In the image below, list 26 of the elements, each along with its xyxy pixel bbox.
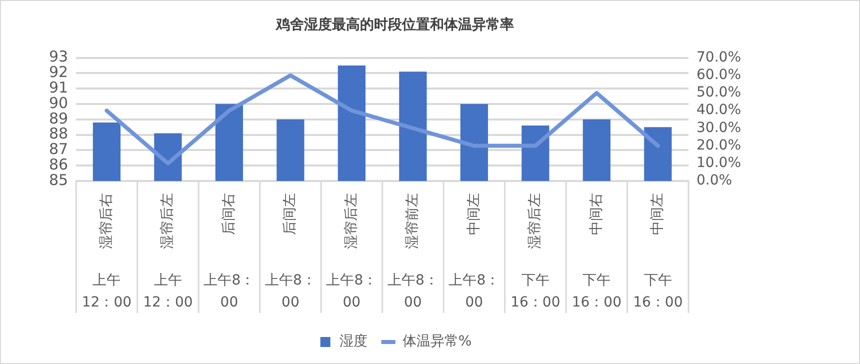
category-label: 后间右上午8：00 [204, 193, 255, 311]
category-label: 湿帘后左上午12：00 [143, 193, 193, 311]
y2-tick-label: 40.0% [696, 102, 742, 118]
category-label: 中间左上午8：00 [448, 193, 500, 311]
legend-label: 体温异常% [402, 334, 472, 350]
legend-label: 湿度 [339, 334, 368, 350]
category-label: 中间右下午16：00 [572, 193, 622, 311]
y2-tick-label: 60.0% [696, 67, 742, 84]
y2-tick-label: 20.0% [696, 137, 742, 154]
category-label: 后间左上午8：00 [264, 193, 316, 311]
category-label: 湿帘后左上午8：00 [326, 193, 378, 311]
y-tick-label: 93 [48, 48, 68, 66]
y-tick-label: 90 [48, 94, 68, 112]
category-label: 中间左下午16：00 [633, 193, 683, 311]
category-label: 湿帘后右上午12：00 [82, 193, 132, 311]
y2-tick-label: 0.0% [696, 172, 732, 189]
y-tick-label: 88 [48, 124, 68, 143]
category-label: 湿帘前左上午8：00 [387, 193, 438, 311]
chart-title: 鸡舍湿度最高的时段位置和体温异常率 [275, 16, 514, 34]
category-label: 湿帘后左下午16：00 [510, 193, 560, 311]
y2-tick-label: 10.0% [696, 155, 742, 172]
y-tick-label: 89 [48, 109, 68, 128]
y2-tick-label: 50.0% [696, 84, 742, 101]
y-tick-label: 85 [48, 170, 68, 189]
y2-tick-label: 70.0% [696, 49, 742, 66]
y2-tick-label: 30.0% [696, 120, 742, 136]
